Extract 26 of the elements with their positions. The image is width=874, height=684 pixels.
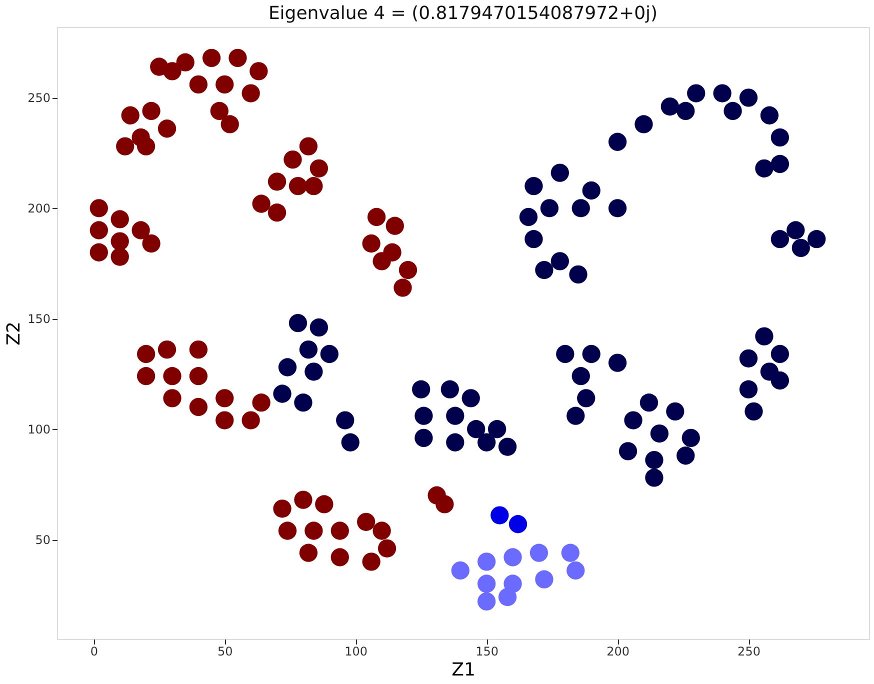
point: [477, 552, 496, 571]
y-axis-title: Z2: [4, 322, 25, 346]
x-tick-label: 0: [90, 644, 98, 658]
y-tick-label: 50: [35, 533, 50, 548]
point: [566, 561, 585, 580]
point: [504, 548, 522, 566]
x-tick-label: 50: [218, 644, 233, 658]
y-tick-label: 250: [28, 91, 50, 106]
point: [451, 561, 470, 580]
chart-title: Eigenvalue 4 = (0.8179470154087972+0j): [268, 3, 658, 24]
x-tick-label: 250: [738, 644, 760, 658]
y-tick-label: 100: [28, 422, 50, 437]
x-tick-label: 150: [476, 644, 499, 658]
x-tick-label: 200: [606, 644, 630, 658]
point: [535, 570, 554, 588]
point: [530, 544, 548, 562]
point: [498, 588, 517, 606]
x-tick-label: 100: [344, 644, 368, 658]
point: [477, 574, 496, 593]
y-tick-label: 200: [28, 202, 50, 216]
point: [561, 544, 580, 562]
point: [490, 506, 509, 524]
y-tick-label: 150: [28, 312, 50, 326]
point: [477, 592, 496, 611]
x-axis-title: Z1: [452, 660, 476, 680]
point: [508, 515, 528, 534]
